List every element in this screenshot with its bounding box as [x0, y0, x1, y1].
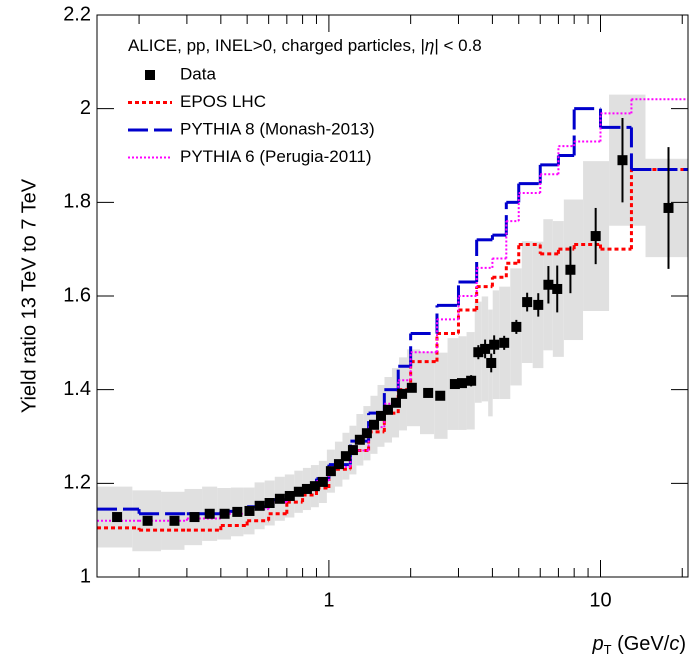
data-point: [340, 451, 351, 462]
title-part: η: [425, 36, 434, 55]
legend-label: PYTHIA 8 (Monash-2013): [180, 119, 375, 138]
data-point: [565, 264, 576, 275]
legend: Data EPOS LHC PYTHIA 8 (Monash-2013) PYTHIA…: [128, 64, 375, 166]
y-axis-label: Yield ratio 13 TeV to 7 TeV: [18, 178, 40, 413]
data-point: [499, 337, 510, 348]
data-point: [617, 155, 628, 166]
data-point: [480, 343, 491, 354]
data-point: [274, 493, 285, 504]
y-tick-label: 1: [80, 565, 91, 587]
data-point: [533, 299, 544, 310]
data-point: [543, 279, 554, 290]
data-point: [369, 419, 380, 430]
y-tick-label: 1.6: [63, 284, 91, 306]
data-point: [309, 481, 320, 492]
data-point: [284, 490, 295, 501]
legend-label: PYTHIA 6 (Perugia-2011): [180, 147, 372, 166]
data-point: [254, 500, 265, 511]
axes: 1 1.2 1.4 1.6 1.8 2 2.2 1 10: [63, 3, 688, 611]
title-part: ALICE, pp, INEL>0, charged particles, |: [128, 36, 425, 55]
data-point: [375, 410, 386, 421]
x-label-part: (GeV/: [612, 633, 670, 655]
data-point: [382, 404, 393, 415]
data-point: [317, 476, 328, 487]
y-tick-label: 2.2: [63, 3, 91, 25]
plot-area: [97, 94, 688, 552]
y-tick-label: 1.8: [63, 191, 91, 213]
data-point: [456, 378, 467, 389]
data-point: [663, 202, 674, 213]
data-point: [552, 283, 563, 294]
data-point: [169, 515, 180, 526]
data-point: [204, 508, 215, 519]
data-point: [449, 379, 460, 390]
y-tick-label: 2: [80, 97, 91, 119]
data-point: [423, 387, 434, 398]
data-point: [232, 506, 243, 517]
data-point: [522, 297, 533, 308]
data-point: [511, 321, 522, 332]
data-point: [435, 390, 446, 401]
data-point: [219, 508, 230, 519]
x-label-part: p: [591, 633, 603, 655]
data-point: [264, 498, 275, 509]
data-point: [489, 339, 500, 350]
data-point: [590, 231, 601, 242]
data-point: [333, 459, 344, 470]
data-point: [361, 428, 372, 439]
legend-marker: [145, 70, 155, 80]
legend-label: Data: [180, 64, 216, 83]
y-tick-label: 1.2: [63, 472, 91, 494]
data-point: [189, 512, 200, 523]
y-tick-label: 1.4: [63, 378, 91, 400]
data-point: [325, 466, 336, 477]
data-point: [486, 357, 497, 368]
x-tick-label: 1: [323, 589, 334, 611]
data-point: [406, 382, 417, 393]
chart-title: ALICE, pp, INEL>0, charged particles, |η…: [128, 36, 482, 55]
x-label-part: c: [669, 633, 679, 655]
data-point: [354, 434, 365, 445]
data-point: [473, 347, 484, 358]
data-point: [112, 512, 123, 523]
data-point: [397, 388, 408, 399]
x-label-part: ): [679, 633, 686, 655]
data-point: [244, 505, 255, 516]
x-axis-label: pT (GeV/c): [591, 633, 686, 657]
x-label-part: T: [604, 642, 612, 657]
data-point: [347, 445, 358, 456]
data-point: [142, 515, 153, 526]
data-point: [301, 483, 312, 494]
title-part: | < 0.8: [434, 36, 481, 55]
data-point: [390, 397, 401, 408]
legend-label: EPOS LHC: [180, 92, 266, 111]
data-point: [293, 486, 304, 497]
data-point: [466, 375, 477, 386]
x-tick-label: 10: [589, 589, 611, 611]
